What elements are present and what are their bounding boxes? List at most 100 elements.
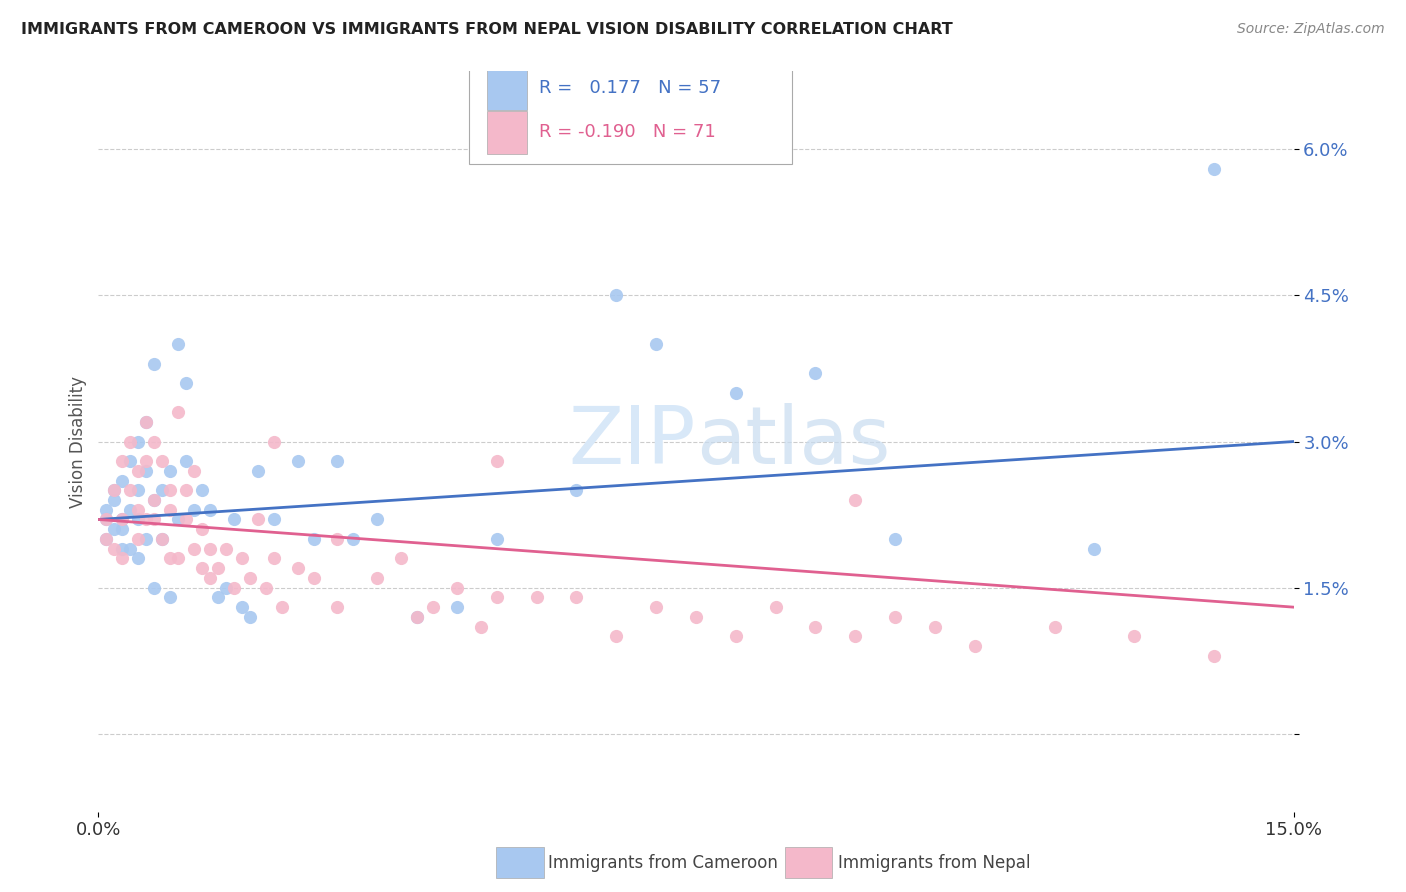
Point <box>167 551 190 566</box>
Point <box>111 551 134 566</box>
Point <box>150 483 173 498</box>
Point <box>366 571 388 585</box>
Point <box>143 581 166 595</box>
Text: Immigrants from Nepal: Immigrants from Nepal <box>838 854 1031 871</box>
Point <box>150 454 173 468</box>
Point <box>198 541 221 556</box>
Point <box>183 541 205 556</box>
Point <box>167 337 190 351</box>
Point <box>127 464 149 478</box>
Point <box>103 522 125 536</box>
Point <box>96 532 118 546</box>
Point <box>183 502 205 516</box>
Point <box>159 591 181 605</box>
Point <box>302 571 325 585</box>
Point <box>446 600 468 615</box>
Point <box>263 434 285 449</box>
Point <box>150 532 173 546</box>
Point <box>103 483 125 498</box>
Point <box>120 483 142 498</box>
Point <box>765 600 787 615</box>
Point <box>127 532 149 546</box>
Point <box>565 483 588 498</box>
Point <box>120 454 142 468</box>
Point <box>103 541 125 556</box>
Point <box>884 610 907 624</box>
Point <box>287 454 309 468</box>
Point <box>239 571 262 585</box>
Point <box>470 620 492 634</box>
Point <box>143 357 166 371</box>
Point <box>406 610 429 624</box>
Point <box>645 337 668 351</box>
Point <box>366 512 388 526</box>
Point <box>111 541 134 556</box>
Point <box>143 493 166 508</box>
Point <box>111 512 134 526</box>
Point <box>326 454 349 468</box>
Point <box>135 454 157 468</box>
Point <box>207 561 229 575</box>
Point <box>159 551 181 566</box>
Point <box>127 483 149 498</box>
Text: atlas: atlas <box>696 402 890 481</box>
Text: Immigrants from Cameroon: Immigrants from Cameroon <box>548 854 778 871</box>
Text: Source: ZipAtlas.com: Source: ZipAtlas.com <box>1237 22 1385 37</box>
Point <box>963 639 986 653</box>
Point <box>127 551 149 566</box>
Point <box>135 512 157 526</box>
Point <box>150 532 173 546</box>
Point <box>191 561 214 575</box>
Point <box>111 454 134 468</box>
Point <box>844 629 866 643</box>
Point <box>215 541 238 556</box>
Point <box>120 434 142 449</box>
Point <box>246 512 269 526</box>
Point <box>804 367 827 381</box>
Point <box>222 512 245 526</box>
Point <box>685 610 707 624</box>
Point <box>389 551 412 566</box>
Text: ZIP: ZIP <box>568 402 696 481</box>
Point <box>174 376 197 390</box>
Point <box>135 532 157 546</box>
Point <box>96 502 118 516</box>
Point <box>103 483 125 498</box>
Point <box>143 493 166 508</box>
Point <box>485 591 508 605</box>
Point <box>287 561 309 575</box>
Point <box>270 600 292 615</box>
Point <box>111 512 134 526</box>
Point <box>127 512 149 526</box>
Point <box>526 591 548 605</box>
Point <box>263 512 285 526</box>
Point <box>804 620 827 634</box>
Point <box>111 474 134 488</box>
Point <box>111 522 134 536</box>
Text: R =   0.177   N = 57: R = 0.177 N = 57 <box>540 79 721 97</box>
Point <box>96 532 118 546</box>
Point <box>174 483 197 498</box>
Point <box>120 502 142 516</box>
Point <box>342 532 364 546</box>
Point <box>143 512 166 526</box>
Point <box>302 532 325 546</box>
Point <box>135 415 157 429</box>
Point <box>96 512 118 526</box>
Y-axis label: Vision Disability: Vision Disability <box>69 376 87 508</box>
Point <box>127 434 149 449</box>
Point <box>120 541 142 556</box>
Point <box>254 581 277 595</box>
Point <box>645 600 668 615</box>
Point <box>159 502 181 516</box>
Point <box>167 405 190 419</box>
Point <box>127 502 149 516</box>
Point <box>565 591 588 605</box>
Point <box>183 464 205 478</box>
Point <box>191 522 214 536</box>
Point <box>174 454 197 468</box>
Point <box>1083 541 1105 556</box>
Text: IMMIGRANTS FROM CAMEROON VS IMMIGRANTS FROM NEPAL VISION DISABILITY CORRELATION : IMMIGRANTS FROM CAMEROON VS IMMIGRANTS F… <box>21 22 953 37</box>
Point <box>174 512 197 526</box>
Point <box>159 483 181 498</box>
